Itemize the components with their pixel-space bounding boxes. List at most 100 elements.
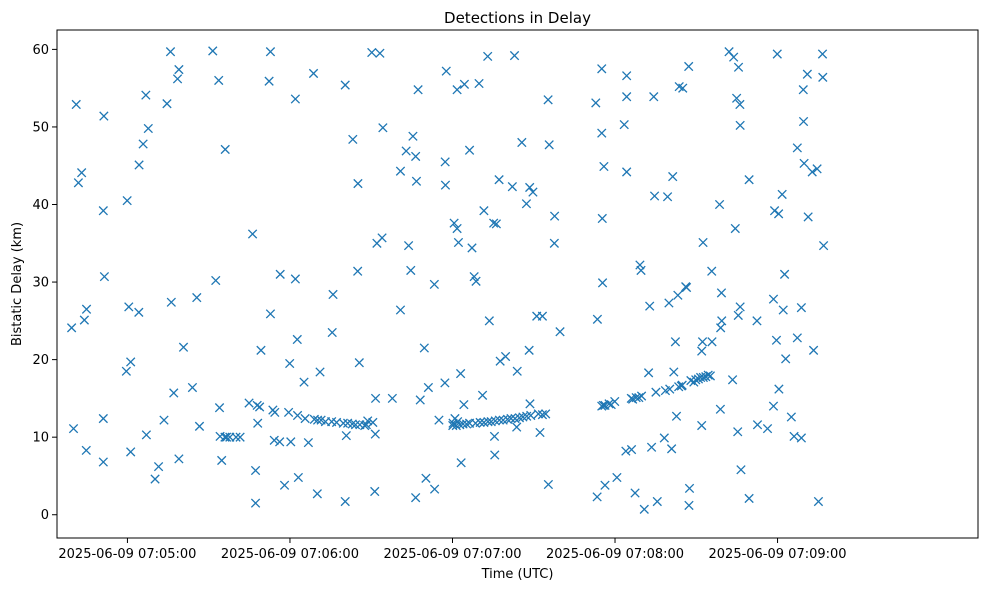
scatter-point	[477, 390, 488, 400]
scatter-point	[705, 371, 716, 381]
scatter-point	[395, 305, 406, 315]
scatter-point	[636, 265, 646, 276]
scatter-point	[778, 305, 788, 315]
scatter-point	[681, 282, 692, 293]
scatter-point	[264, 76, 274, 86]
scatter-point	[600, 480, 610, 490]
scatter-point	[440, 157, 450, 167]
scatter-point	[178, 342, 189, 352]
scatter-point	[798, 116, 809, 127]
scatter-point	[99, 271, 110, 282]
scatter-point	[792, 333, 802, 343]
scatter-point	[512, 422, 522, 432]
scatter-point	[716, 288, 727, 298]
scatter-point	[126, 447, 136, 457]
scatter-point	[771, 335, 782, 345]
scatter-point	[141, 430, 152, 440]
scatter-point	[652, 496, 662, 507]
scatter-point	[541, 409, 551, 419]
scatter-point	[375, 48, 385, 58]
scatter-point	[643, 368, 654, 378]
scatter-point	[410, 493, 421, 503]
scatter-point	[684, 500, 694, 511]
scatter-point	[395, 166, 406, 176]
scatter-point	[98, 413, 108, 424]
scatter-point	[630, 488, 640, 498]
scatter-point	[292, 334, 302, 345]
scatter-point	[491, 219, 502, 229]
scatter-point	[727, 375, 738, 385]
scatter-point	[269, 435, 279, 445]
scatter-point	[122, 195, 132, 206]
scatter-point	[459, 79, 470, 89]
scatter-point	[803, 212, 813, 222]
scatter-points	[66, 46, 829, 514]
scatter-point	[340, 80, 350, 90]
scatter-point	[350, 420, 361, 430]
scatter-point	[440, 180, 451, 190]
y-tick-label: 10	[32, 431, 49, 446]
scatter-point	[619, 119, 629, 130]
x-axis-ticks: 2025-06-09 07:05:00 2025-06-09 07:06:00 20…	[58, 538, 847, 562]
scatter-point	[494, 175, 504, 185]
scatter-point	[221, 432, 232, 442]
scatter-point	[659, 433, 669, 443]
scatter-point	[597, 278, 608, 288]
scatter-point	[500, 351, 511, 362]
scatter-point	[812, 164, 822, 174]
scatter-point	[592, 314, 603, 324]
scatter-point	[752, 420, 763, 430]
scatter-point	[415, 395, 425, 405]
scatter-point	[555, 327, 565, 337]
scatter-point	[76, 168, 87, 178]
scatter-point	[368, 417, 378, 428]
scatter-point	[401, 146, 411, 156]
scatter-point	[312, 415, 323, 425]
scatter-point	[406, 265, 416, 276]
scatter-point	[143, 123, 153, 134]
scatter-point	[126, 357, 136, 367]
scatter-point	[604, 399, 614, 409]
scatter-point	[475, 417, 485, 428]
y-tick-label: 60	[32, 43, 49, 58]
scatter-point	[290, 274, 301, 284]
scatter-point	[664, 298, 674, 308]
scatter-point	[768, 294, 779, 304]
scatter-point	[626, 444, 637, 455]
scatter-point	[502, 414, 513, 424]
scatter-point	[192, 292, 202, 303]
scatter-point	[453, 237, 464, 248]
scatter-point	[662, 192, 673, 202]
scatter-point	[490, 450, 500, 460]
scatter-point	[308, 68, 319, 79]
scatter-point	[621, 446, 631, 456]
scatter-point	[537, 311, 548, 321]
scatter-point	[597, 128, 607, 138]
scatter-point	[592, 492, 602, 502]
scatter-point	[327, 327, 337, 338]
scatter-point	[169, 388, 179, 398]
scatter-point	[410, 151, 421, 162]
scatter-point	[698, 372, 708, 383]
scatter-point	[521, 199, 532, 209]
scatter-point	[338, 418, 348, 428]
scatter-point	[134, 307, 144, 317]
scatter-point	[506, 413, 516, 424]
scatter-point	[483, 417, 493, 427]
scatter-point	[68, 423, 79, 434]
scatter-point	[174, 454, 184, 464]
scatter-point	[698, 237, 708, 248]
scatter-point	[81, 304, 92, 314]
scatter-point	[772, 49, 782, 59]
scatter-point	[729, 52, 739, 62]
scatter-point	[441, 66, 451, 76]
scatter-point	[489, 218, 499, 228]
scatter-point	[631, 392, 641, 403]
scatter-point	[408, 131, 418, 141]
scatter-point	[459, 399, 469, 410]
scatter-point	[121, 366, 132, 376]
scatter-point	[429, 484, 440, 494]
scatter-point	[678, 83, 688, 93]
scatter-point	[353, 266, 363, 276]
scatter-point	[429, 279, 439, 290]
